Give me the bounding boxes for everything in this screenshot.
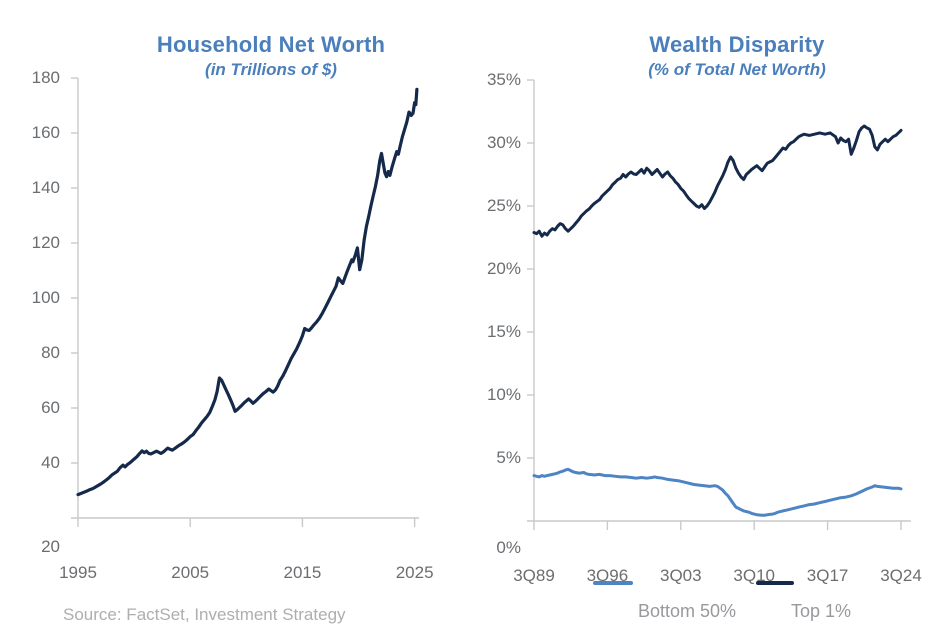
series-line-top-1- (532, 124, 903, 238)
y-tick-label: 15% (486, 322, 521, 341)
x-tick-label: 3Q03 (660, 566, 702, 585)
y-tick-label: 5% (496, 448, 521, 467)
left-chart-subtitle: (in Trillions of $) (205, 60, 337, 79)
legend-swatch-bottom-50 (593, 581, 633, 585)
y-tick-label: 35% (486, 70, 521, 89)
source-note: Source: FactSet, Investment Strategy (63, 605, 346, 624)
y-tick-label: 20% (486, 259, 521, 278)
y-tick-label: 100 (31, 288, 60, 307)
x-tick-label: 2015 (283, 563, 322, 582)
y-tick-label: 60 (41, 398, 60, 417)
y-tick-label: 20 (41, 537, 60, 556)
y-tick-label: 180 (31, 68, 60, 87)
y-tick-label: 30% (486, 133, 521, 152)
x-tick-label: 3Q24 (880, 566, 922, 585)
x-tick-label: 3Q89 (513, 566, 555, 585)
y-tick-label: 120 (31, 233, 60, 252)
right-chart-subtitle: (% of Total Net Worth) (648, 60, 826, 79)
y-tick-label: 0% (496, 538, 521, 557)
x-tick-label: 3Q96 (586, 566, 629, 585)
y-tick-label: 140 (31, 178, 60, 197)
x-tick-label: 3Q17 (806, 566, 849, 585)
x-tick-label: 1995 (59, 563, 97, 582)
x-tick-label: 2005 (171, 563, 210, 582)
series-line-household-net-worth-t- (76, 87, 419, 497)
y-tick-label: 25% (486, 196, 521, 215)
y-tick-label: 10% (486, 385, 521, 404)
right-chart-title: Wealth Disparity (649, 32, 825, 57)
legend-label-bottom-50: Bottom 50% (637, 601, 737, 621)
legend-label-top-1: Top 1% (790, 601, 852, 621)
series-line-bottom-50- (532, 467, 903, 517)
legend-swatch-top-1 (756, 581, 794, 585)
left-chart-title: Household Net Worth (156, 32, 386, 57)
y-tick-label: 40 (41, 453, 60, 472)
y-tick-label: 160 (31, 123, 60, 142)
y-tick-label: 80 (41, 343, 60, 362)
x-tick-label: 3Q10 (733, 566, 775, 585)
x-tick-label: 2025 (395, 563, 434, 582)
